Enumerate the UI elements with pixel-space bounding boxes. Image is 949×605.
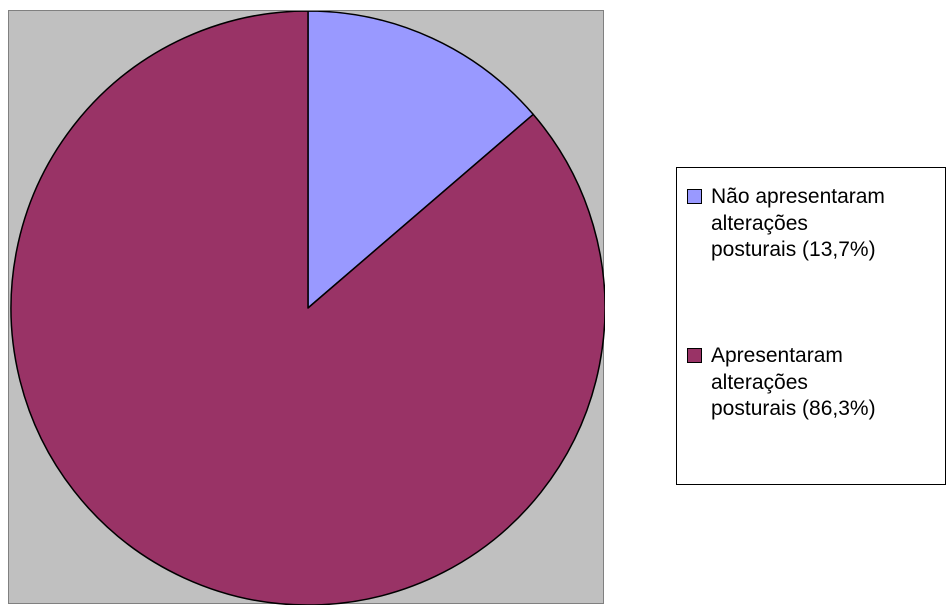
legend-label-no-alterations: Não apresentaram alterações posturais (1… <box>711 185 885 261</box>
pie-slice-no-alterations <box>307 11 534 309</box>
legend-swatch-no-alterations <box>687 189 702 204</box>
legend: Não apresentaram alterações posturais (1… <box>676 167 946 485</box>
plot-area <box>8 10 605 605</box>
pie-slice-alterations <box>10 11 605 605</box>
pie-chart <box>10 11 605 605</box>
legend-label-alterations: Apresentaram alterações posturais (86,3%… <box>711 344 876 420</box>
legend-swatch-alterations <box>687 348 702 363</box>
